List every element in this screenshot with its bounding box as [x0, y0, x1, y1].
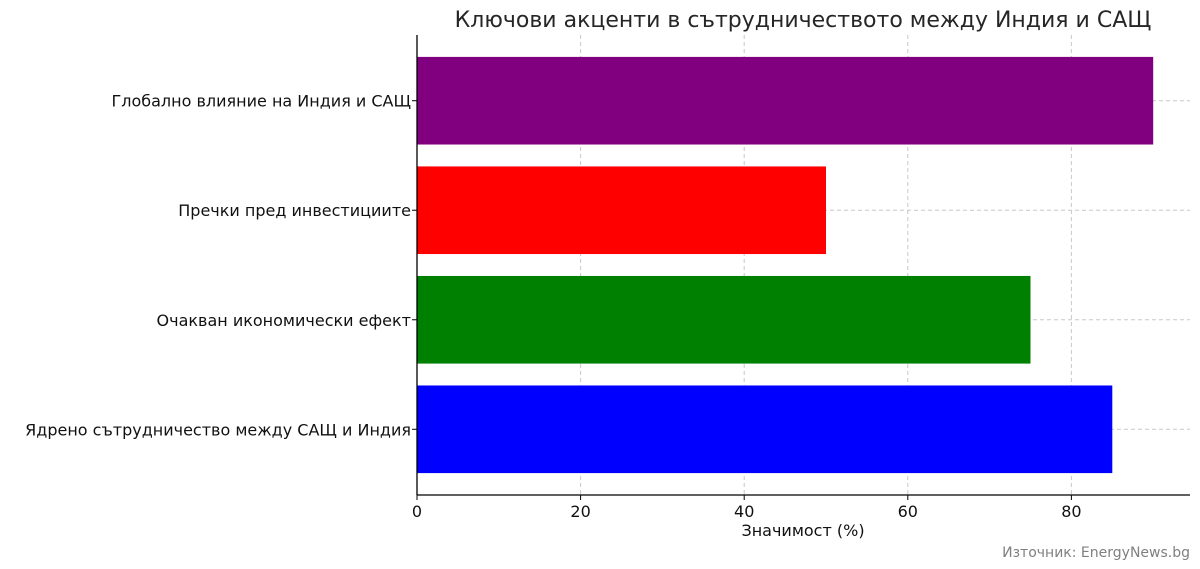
chart-title: Ключови акценти в сътрудничеството между… — [455, 8, 1152, 33]
x-tick-label: 80 — [1061, 502, 1081, 521]
category-label: Пречки пред инвестициите — [178, 201, 411, 220]
category-labels: Ядрено сътрудничество между САЩ и Индия О… — [25, 92, 417, 439]
x-axis-title: Значимост (%) — [741, 521, 864, 540]
x-tick-label: 40 — [734, 502, 754, 521]
category-label: Очакван икономически ефект — [157, 311, 411, 330]
bar — [417, 166, 826, 255]
bars — [417, 56, 1154, 474]
bar — [417, 275, 1031, 364]
source-note: Източник: EnergyNews.bg — [1002, 545, 1190, 561]
category-label: Ядрено сътрудничество между САЩ и Индия — [25, 420, 411, 439]
bar — [417, 56, 1154, 145]
x-tick-labels: 0 20 40 60 80 — [412, 495, 1082, 521]
x-tick-label: 0 — [412, 502, 422, 521]
category-label: Глобално влияние на Индия и САЩ — [111, 92, 411, 111]
bar — [417, 385, 1113, 474]
x-tick-label: 20 — [570, 502, 590, 521]
x-tick-label: 60 — [898, 502, 918, 521]
